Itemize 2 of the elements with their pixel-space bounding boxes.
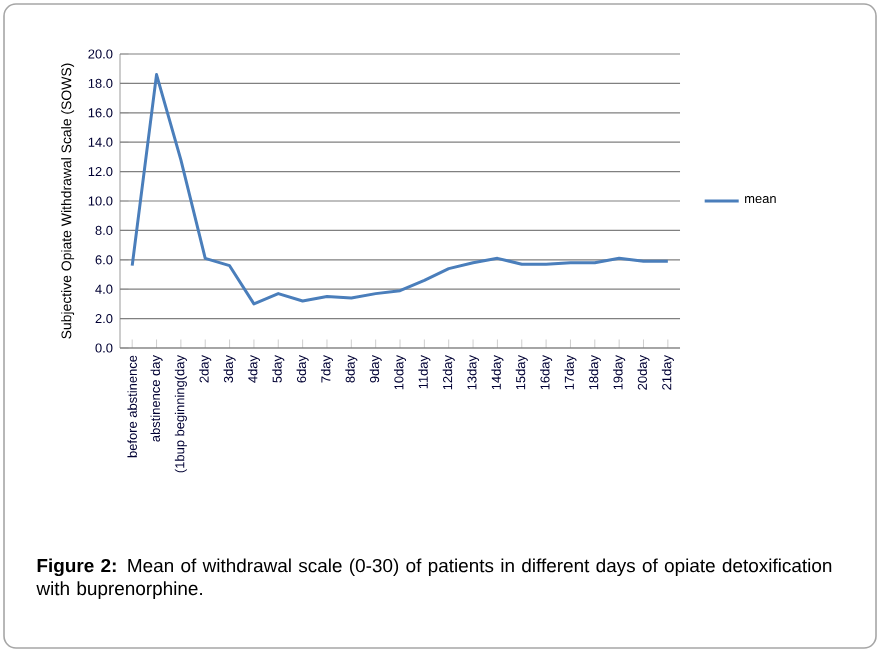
text: Figure 2: Mean of withdrawal scale (0-30) of patients in different days of opiate detoxification with buprenorphine. xyxy=(36,558,832,599)
line-series xyxy=(130,73,670,306)
